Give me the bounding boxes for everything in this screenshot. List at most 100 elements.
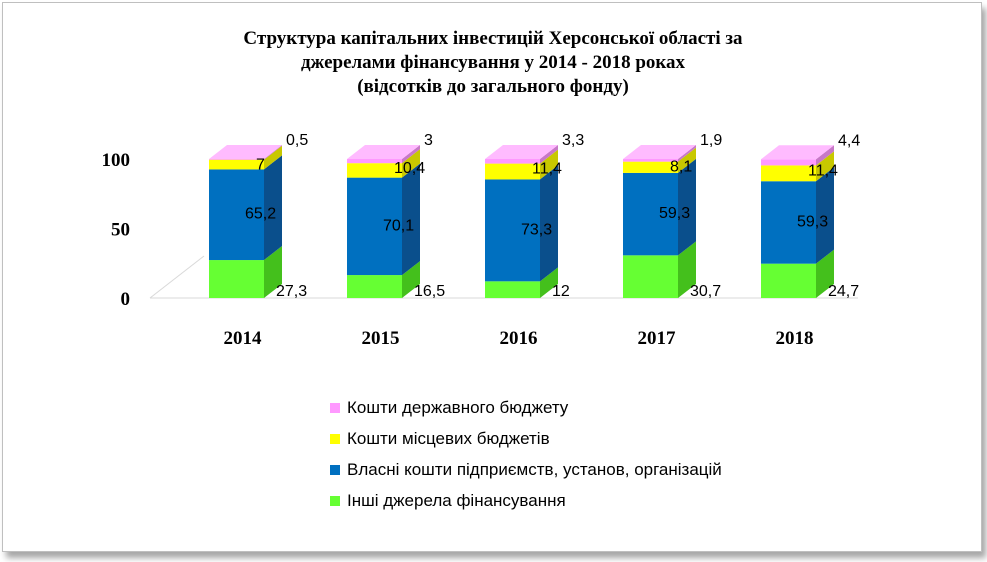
bar-side-2014-series-3 [264, 145, 282, 160]
bar-side-2018-series-1 [816, 167, 834, 264]
y-tick-label: 100 [102, 150, 131, 171]
bars [209, 145, 834, 298]
bar-side-2016-series-2 [540, 149, 558, 180]
legend: Кошти державного бюджету Кошти місцевих … [330, 392, 722, 516]
data-label-2016-series-3: 3,3 [562, 132, 584, 149]
bar-2016-series-1 [485, 179, 540, 282]
bar-top-2018 [761, 145, 834, 160]
legend-label-other-sources: Інші джерела фінансування [347, 490, 566, 510]
legend-label-own-funds: Власні кошти підприємств, установ, орган… [347, 459, 722, 479]
data-label-2017-series-1: 59,3 [659, 205, 690, 222]
data-labels: 27,365,270,516,570,110,431273,311,43,330… [245, 132, 860, 300]
x-tick-label: 2015 [362, 328, 400, 349]
bar-2014-series-1 [209, 169, 264, 261]
data-label-2016-series-1: 73,3 [521, 221, 552, 238]
data-label-2018-series-2: 11,4 [808, 162, 838, 179]
bar-top-2015 [347, 145, 420, 159]
bar-top-2014 [209, 145, 282, 159]
data-label-2014-series-1: 65,2 [245, 206, 276, 223]
chart-title-line-2: джерелами фінансування у 2014 - 2018 рок… [300, 52, 686, 73]
data-label-2014-series-3: 0,5 [286, 132, 308, 149]
legend-label-state-budget: Кошти державного бюджету [347, 397, 569, 417]
bar-side-2014-series-1 [264, 155, 282, 261]
data-label-2017-series-0: 30,7 [690, 283, 721, 300]
bar-2017-series-1 [623, 172, 678, 256]
data-label-2015-series-3: 3 [424, 132, 433, 149]
bar-2015-series-3 [347, 159, 402, 164]
bar-side-2014-series-2 [264, 145, 282, 170]
chart-title: Структура капітальних інвестицій Херсонс… [143, 27, 843, 99]
bar-side-2016-series-0 [540, 267, 558, 298]
bar-side-2016-series-3 [540, 145, 558, 164]
legend-swatch-other-sources [330, 495, 340, 506]
chart-title-line-3: (відсотків до загального фонду) [357, 76, 629, 97]
bar-2017-series-2 [623, 161, 678, 173]
bar-2017-series-0 [623, 255, 678, 298]
bar-side-2014-series-0 [264, 246, 282, 298]
legend-label-local-budgets: Кошти місцевих бюджетів [347, 428, 550, 448]
bar-side-2017-series-3 [678, 145, 696, 162]
data-label-2015-series-1: 70,1 [383, 217, 414, 234]
bar-stack-2018 [761, 145, 834, 298]
bar-side-2018-series-0 [816, 249, 834, 298]
data-label-2014-series-2: 7 [256, 157, 265, 174]
bar-2016-series-2 [485, 163, 540, 180]
data-label-2016-series-0: 12 [552, 283, 570, 300]
x-tick-label: 2014 [224, 328, 263, 349]
legend-item-local-budgets: Кошти місцевих бюджетів [330, 423, 722, 454]
bar-side-2018-series-2 [816, 151, 834, 182]
bar-side-2016-series-1 [540, 165, 558, 282]
x-tick-label: 2016 [500, 328, 538, 349]
y-tick-label: 0 [121, 289, 131, 310]
data-label-2018-series-3: 4,4 [838, 132, 860, 149]
bar-stack-2015 [347, 145, 420, 298]
x-axis: 2014 2015 2016 2017 2018 [224, 328, 814, 349]
bar-2018-series-2 [761, 165, 816, 182]
chart-title-line-1: Структура капітальних інвестицій Херсонс… [243, 28, 743, 49]
floor-depth-edge [149, 255, 205, 299]
bar-top-2016 [485, 145, 558, 159]
bar-2018-series-1 [761, 181, 816, 264]
bar-2018-series-0 [761, 263, 816, 298]
bar-2017-series-3 [623, 159, 678, 162]
bar-2014-series-3 [209, 159, 264, 160]
bar-side-2018-series-3 [816, 145, 834, 166]
x-tick-label: 2018 [776, 328, 814, 349]
bar-2018-series-3 [761, 159, 816, 166]
bar-side-2017-series-2 [678, 147, 696, 173]
bar-2014-series-0 [209, 260, 264, 298]
y-tick-label: 50 [111, 220, 130, 241]
bar-side-2015-series-1 [402, 163, 420, 276]
bar-stack-2017 [623, 145, 696, 298]
bar-stack-2014 [209, 145, 282, 298]
legend-swatch-state-budget [330, 402, 340, 413]
data-label-2017-series-2: 8,1 [670, 159, 692, 176]
bar-side-2017-series-1 [678, 158, 696, 256]
legend-item-other-sources: Інші джерела фінансування [330, 485, 722, 516]
bar-stack-2016 [485, 145, 558, 298]
bar-2015-series-0 [347, 275, 402, 298]
data-label-2016-series-2: 11,4 [532, 161, 562, 178]
legend-item-own-funds: Власні кошти підприємств, установ, орган… [330, 454, 722, 485]
data-label-2018-series-1: 59,3 [797, 213, 828, 230]
data-label-2014-series-0: 27,3 [276, 283, 307, 300]
data-label-2015-series-2: 10,4 [394, 160, 425, 177]
bar-side-2015-series-2 [402, 149, 420, 178]
data-label-2017-series-3: 1,9 [700, 132, 722, 149]
bar-2016-series-0 [485, 281, 540, 298]
bar-side-2015-series-3 [402, 145, 420, 164]
data-label-2015-series-0: 16,5 [414, 283, 445, 300]
legend-swatch-local-budgets [330, 433, 340, 444]
x-tick-label: 2017 [638, 328, 677, 349]
bar-2016-series-3 [485, 159, 540, 164]
bar-2015-series-2 [347, 163, 402, 178]
legend-item-state-budget: Кошти державного бюджету [330, 392, 722, 423]
data-label-2018-series-0: 24,7 [828, 283, 859, 300]
bar-2015-series-1 [347, 177, 402, 276]
bar-top-2017 [623, 145, 696, 159]
legend-swatch-own-funds [330, 464, 340, 475]
bar-2014-series-2 [209, 159, 264, 170]
bar-side-2015-series-0 [402, 261, 420, 298]
bar-side-2017-series-0 [678, 241, 696, 298]
